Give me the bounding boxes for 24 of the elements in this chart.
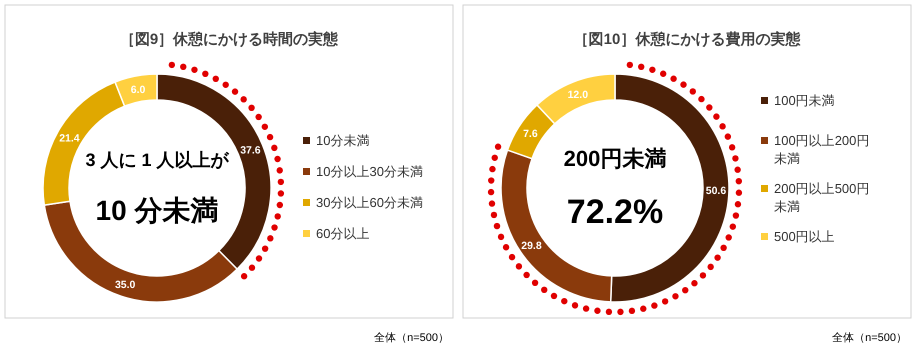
data-label: 50.6 bbox=[706, 184, 726, 197]
text: 10 分未満 bbox=[96, 195, 218, 226]
chart-title: ［図10］休憩にかける費用の実態 bbox=[574, 30, 802, 48]
legend-label: 500円以上 bbox=[774, 229, 835, 244]
text: 全体（n=500） bbox=[832, 332, 907, 344]
legend-label: 100円以上200円未満 bbox=[774, 133, 870, 166]
data-label: 6.0 bbox=[130, 84, 146, 96]
data-label: 7.6 bbox=[523, 128, 538, 140]
text: 200円未満 bbox=[564, 146, 666, 171]
legend-label: 200円以上500円未満 bbox=[774, 181, 870, 214]
legend-label: 30分以上60分未満 bbox=[316, 195, 423, 210]
data-label: 21.4 bbox=[59, 132, 80, 145]
chart-title: ［図9］休憩にかける時間の実態 bbox=[120, 30, 340, 48]
legend-label: 60分以上 bbox=[316, 226, 370, 241]
legend-label: 10分未満 bbox=[316, 133, 370, 148]
legend-label: 100円未満 bbox=[774, 93, 835, 108]
data-label: 37.6 bbox=[240, 144, 261, 157]
text: 全体（n=500） bbox=[374, 332, 449, 344]
text: 72.2% bbox=[566, 193, 664, 231]
data-label: 29.8 bbox=[521, 240, 542, 252]
data-label: 35.0 bbox=[114, 278, 136, 291]
text: 3 人に 1 人以上が bbox=[85, 150, 230, 170]
data-label: 12.0 bbox=[568, 89, 588, 102]
legend-label: 10分以上30分未満 bbox=[316, 164, 423, 179]
